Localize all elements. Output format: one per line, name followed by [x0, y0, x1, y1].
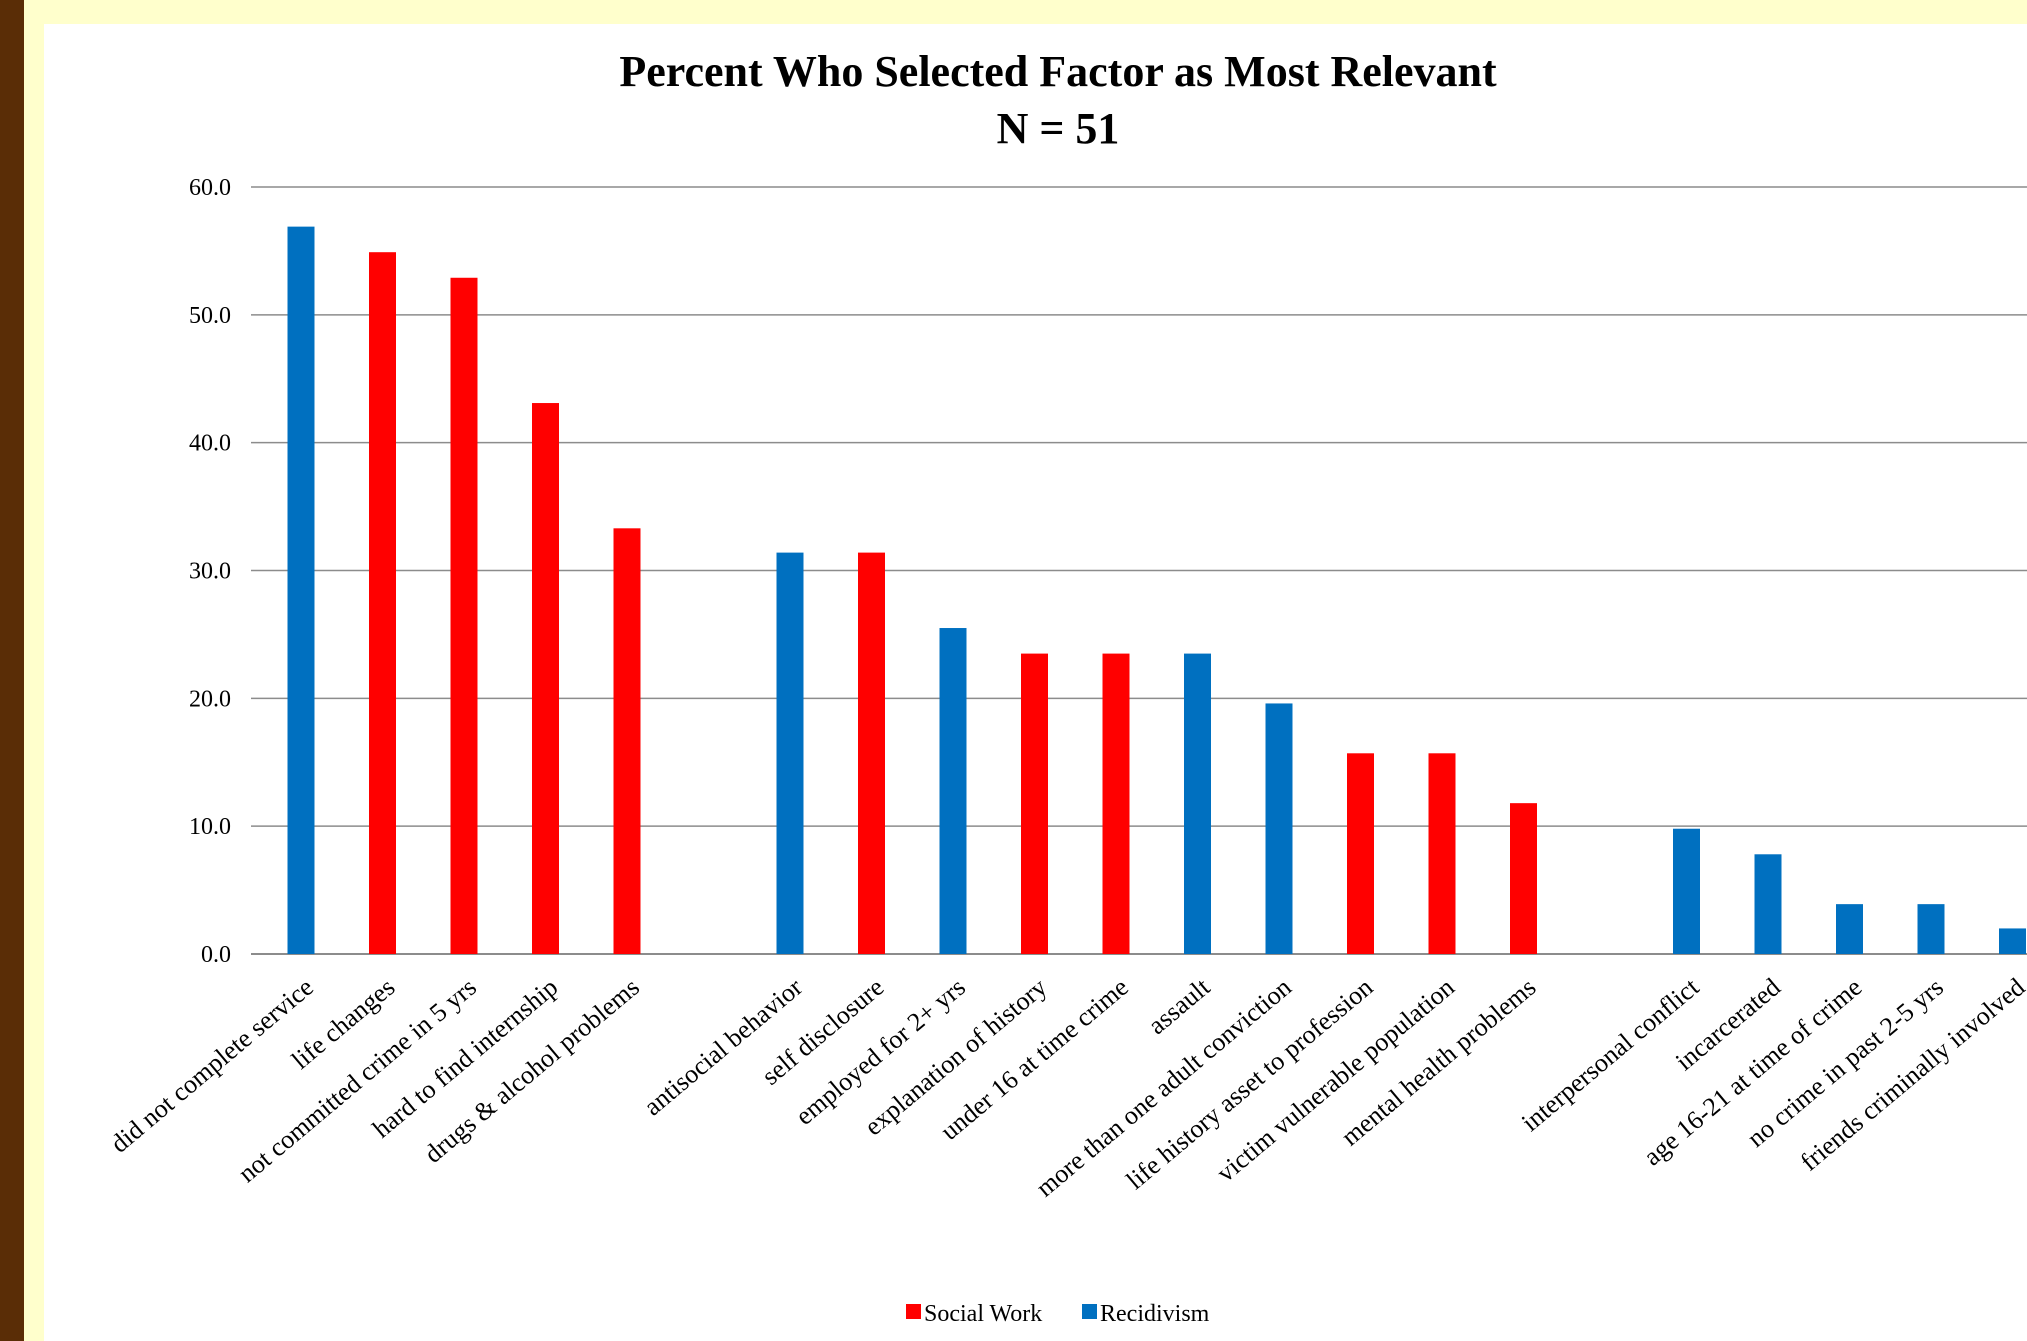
y-axis-ticks: 0.0 10.0 20.0 30.0 40.0 50.0 60.0: [189, 175, 231, 968]
bar: [1265, 703, 1293, 954]
x-tick-label: assault: [1143, 972, 1216, 1040]
gridlines: [251, 186, 2027, 955]
bar: [1347, 753, 1374, 954]
y-tick-label: 40.0: [189, 431, 231, 457]
y-tick-label: 50.0: [189, 303, 231, 329]
bar-chart: Percent Who Selected Factor as Most Rele…: [105, 47, 2027, 1327]
legend-label: Recidivism: [1100, 1301, 1210, 1327]
bar: [532, 403, 559, 954]
legend: Social Work Recidivism: [906, 1301, 1210, 1327]
bar: [1510, 803, 1537, 954]
bar: [1917, 904, 1945, 954]
bar: [1184, 653, 1211, 954]
bar: [1428, 753, 1456, 954]
legend-swatch: [1082, 1304, 1097, 1319]
y-tick-label: 60.0: [189, 175, 231, 201]
chart-title: Percent Who Selected Factor as Most Rele…: [619, 47, 1497, 96]
bar: [287, 226, 315, 955]
legend-swatch: [906, 1304, 921, 1319]
bar: [1021, 653, 1048, 954]
bar: [450, 277, 478, 954]
bar: [1836, 904, 1863, 954]
bar: [1102, 653, 1130, 954]
slide-left-border: [0, 0, 24, 1341]
bar: [1754, 854, 1782, 954]
bar: [776, 552, 804, 954]
bar: [858, 552, 885, 954]
legend-label: Social Work: [924, 1301, 1042, 1327]
y-tick-label: 0.0: [201, 942, 231, 968]
y-tick-label: 20.0: [189, 686, 231, 712]
bar: [939, 628, 967, 954]
y-tick-label: 10.0: [189, 814, 231, 840]
bar: [1673, 828, 1700, 954]
bar: [369, 252, 396, 954]
bar: [613, 528, 641, 954]
chart-panel: Percent Who Selected Factor as Most Rele…: [44, 24, 2027, 1341]
y-tick-label: 30.0: [189, 559, 231, 585]
chart-subtitle: N = 51: [997, 104, 1120, 153]
bar: [1999, 928, 2026, 954]
bars: [287, 226, 2026, 955]
